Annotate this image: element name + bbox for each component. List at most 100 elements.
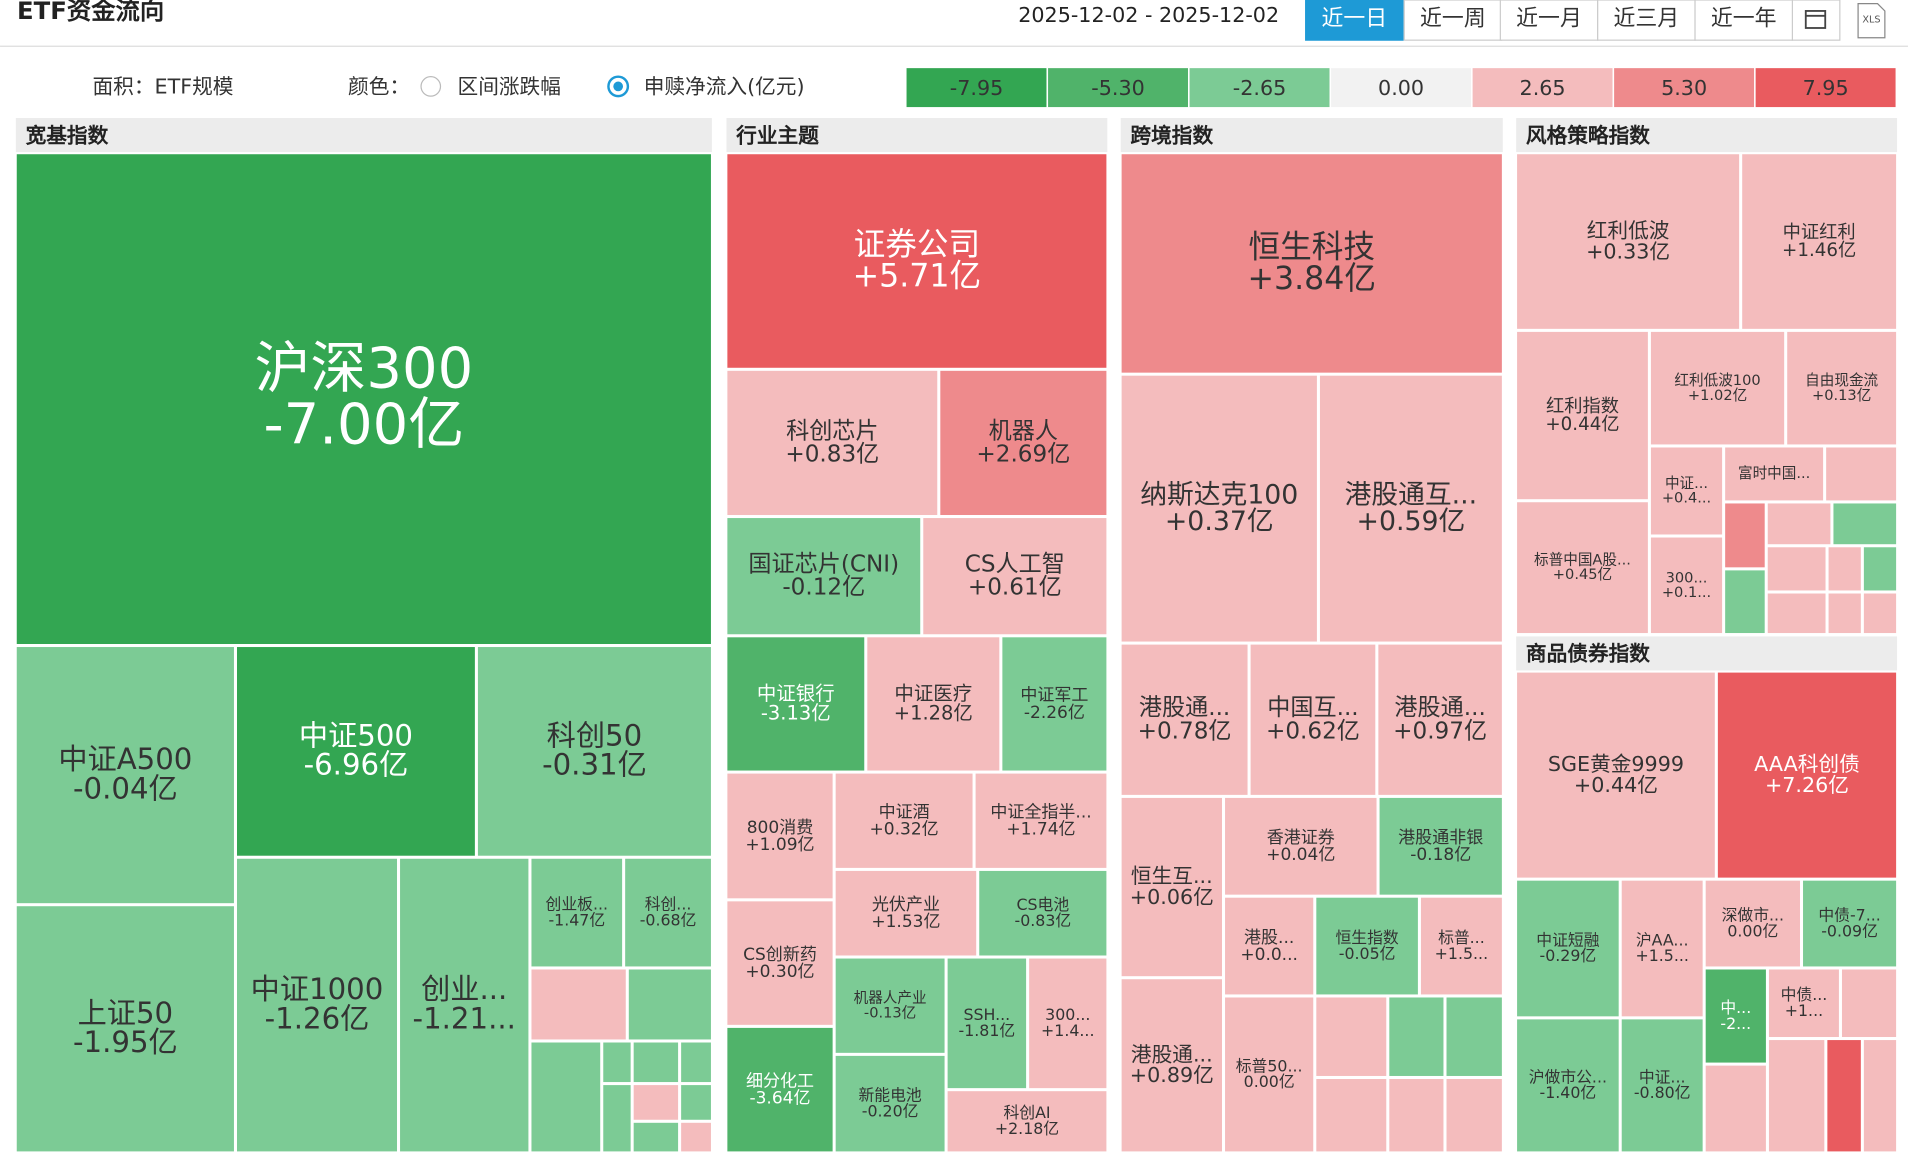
treemap-tile[interactable] [1703, 967, 1768, 1065]
treemap-tile-small[interactable] [1824, 445, 1898, 503]
treemap-tile[interactable] [1248, 642, 1378, 797]
treemap-tile-small[interactable] [1825, 1038, 1863, 1154]
treemap-tile-small[interactable] [1314, 995, 1389, 1078]
treemap-tile[interactable] [529, 856, 624, 969]
treemap-tile-small[interactable] [626, 967, 713, 1042]
treemap-tile[interactable] [1767, 967, 1841, 1039]
treemap-tile[interactable] [1515, 670, 1717, 880]
treemap-tile-small[interactable] [631, 1040, 680, 1084]
treemap-tile-small[interactable] [1862, 545, 1898, 593]
time-tab-label[interactable]: 近一周 [1420, 6, 1486, 31]
treemap-tile[interactable] [1314, 895, 1420, 997]
treemap-tile-small[interactable] [601, 1040, 633, 1084]
treemap-tile[interactable] [14, 904, 236, 1154]
treemap-tile[interactable] [938, 368, 1109, 517]
radio-option[interactable]: 区间涨跌幅 [458, 75, 561, 99]
treemap-tile[interactable] [1419, 895, 1504, 997]
treemap-tile-small[interactable] [1767, 1038, 1827, 1154]
treemap-tile[interactable] [476, 645, 713, 858]
treemap-tile[interactable] [1119, 642, 1250, 797]
treemap-tile[interactable] [1223, 796, 1379, 897]
treemap-tile[interactable] [1377, 796, 1504, 897]
treemap-tile-small[interactable] [601, 1083, 633, 1154]
time-tab-label[interactable]: 近一年 [1711, 6, 1777, 31]
treemap-tile[interactable] [945, 956, 1028, 1090]
treemap-tile-small[interactable] [1840, 967, 1898, 1039]
treemap-tile[interactable] [1515, 152, 1741, 331]
treemap-tile[interactable] [1119, 977, 1224, 1154]
treemap-tile[interactable] [977, 869, 1109, 958]
treemap-tile[interactable] [623, 856, 713, 969]
treemap-tile-small[interactable] [529, 1040, 603, 1154]
treemap-tile-small[interactable] [1703, 1063, 1768, 1154]
time-tab[interactable] [1499, 0, 1599, 41]
treemap-tile[interactable] [1801, 878, 1898, 969]
treemap-tile[interactable] [1649, 330, 1786, 447]
time-tab-label[interactable]: 近三月 [1614, 6, 1680, 31]
treemap-tile-small[interactable] [679, 1083, 713, 1122]
xls-button[interactable] [1857, 3, 1886, 39]
treemap-tile[interactable] [725, 516, 923, 637]
treemap-tile[interactable] [1703, 878, 1802, 969]
treemap-tile-small[interactable] [1723, 568, 1767, 635]
treemap-tile-small[interactable] [1831, 501, 1898, 547]
treemap-tile[interactable] [1000, 635, 1109, 773]
treemap-tile[interactable] [945, 1089, 1109, 1154]
date-range[interactable]: 2025-12-02 - 2025-12-02 [1018, 3, 1279, 27]
treemap-tile[interactable] [1785, 330, 1898, 447]
time-tab-label[interactable]: 近一日 [1321, 6, 1387, 31]
treemap-tile[interactable] [1318, 373, 1504, 644]
treemap-tile[interactable] [14, 645, 236, 906]
treemap-tile[interactable] [1515, 1017, 1621, 1154]
treemap-tile[interactable] [725, 771, 835, 901]
treemap-tile-small[interactable] [1387, 1077, 1446, 1154]
treemap-tile-small[interactable] [631, 1120, 680, 1154]
treemap-tile-small[interactable] [1826, 591, 1863, 635]
treemap-tile[interactable] [1515, 500, 1650, 635]
treemap-tile[interactable] [973, 771, 1109, 870]
treemap-tile-small[interactable] [1444, 1077, 1504, 1154]
treemap-tile[interactable] [1027, 956, 1109, 1090]
treemap-tile[interactable] [1119, 373, 1319, 644]
treemap-tile[interactable] [1723, 445, 1825, 503]
treemap-tile[interactable] [833, 1054, 947, 1154]
treemap-tile[interactable] [865, 635, 1002, 773]
treemap-tile-small[interactable] [1314, 1077, 1389, 1154]
treemap-tile[interactable] [921, 516, 1109, 637]
treemap-tile-small[interactable] [1862, 591, 1898, 635]
radio-option[interactable]: 申赎净流入(亿元) [644, 75, 805, 99]
treemap-tile[interactable] [235, 645, 477, 858]
treemap-tile[interactable] [1716, 670, 1898, 880]
treemap-tile-small[interactable] [1765, 501, 1833, 547]
time-tab[interactable] [1694, 0, 1793, 41]
radio-unselected[interactable] [420, 76, 442, 97]
treemap-tile-small[interactable] [529, 967, 628, 1042]
treemap-tile-small[interactable] [1444, 995, 1504, 1078]
treemap-tile-small[interactable] [1723, 501, 1767, 570]
treemap-tile[interactable] [833, 771, 975, 870]
treemap-tile[interactable] [725, 368, 940, 517]
time-tab-label[interactable]: 近一月 [1516, 6, 1582, 31]
treemap-tile[interactable] [1223, 995, 1316, 1154]
treemap-tile-small[interactable] [1826, 545, 1863, 593]
treemap-tile[interactable] [1119, 796, 1224, 979]
treemap-tile[interactable] [235, 856, 399, 1154]
treemap-tile-small[interactable] [1862, 1038, 1898, 1154]
treemap-tile[interactable] [1376, 642, 1504, 797]
treemap-tile[interactable] [1649, 445, 1724, 537]
treemap-tile[interactable] [1119, 152, 1504, 375]
treemap-tile[interactable] [1649, 535, 1724, 635]
calendar-button[interactable] [1791, 0, 1841, 41]
treemap-tile-small[interactable] [1387, 995, 1446, 1078]
treemap-tile-small[interactable] [679, 1040, 713, 1084]
treemap-tile-small[interactable] [679, 1120, 713, 1154]
treemap-tile[interactable] [833, 956, 947, 1055]
treemap-tile[interactable] [725, 152, 1109, 370]
treemap-tile[interactable] [1740, 152, 1898, 331]
treemap-tile[interactable] [725, 1026, 835, 1154]
treemap-tile[interactable] [1619, 878, 1705, 1019]
treemap-tile[interactable] [1515, 330, 1650, 502]
treemap-tile-small[interactable] [1765, 545, 1828, 593]
treemap-tile-small[interactable] [1765, 591, 1828, 635]
treemap-tile[interactable] [1619, 1017, 1705, 1154]
